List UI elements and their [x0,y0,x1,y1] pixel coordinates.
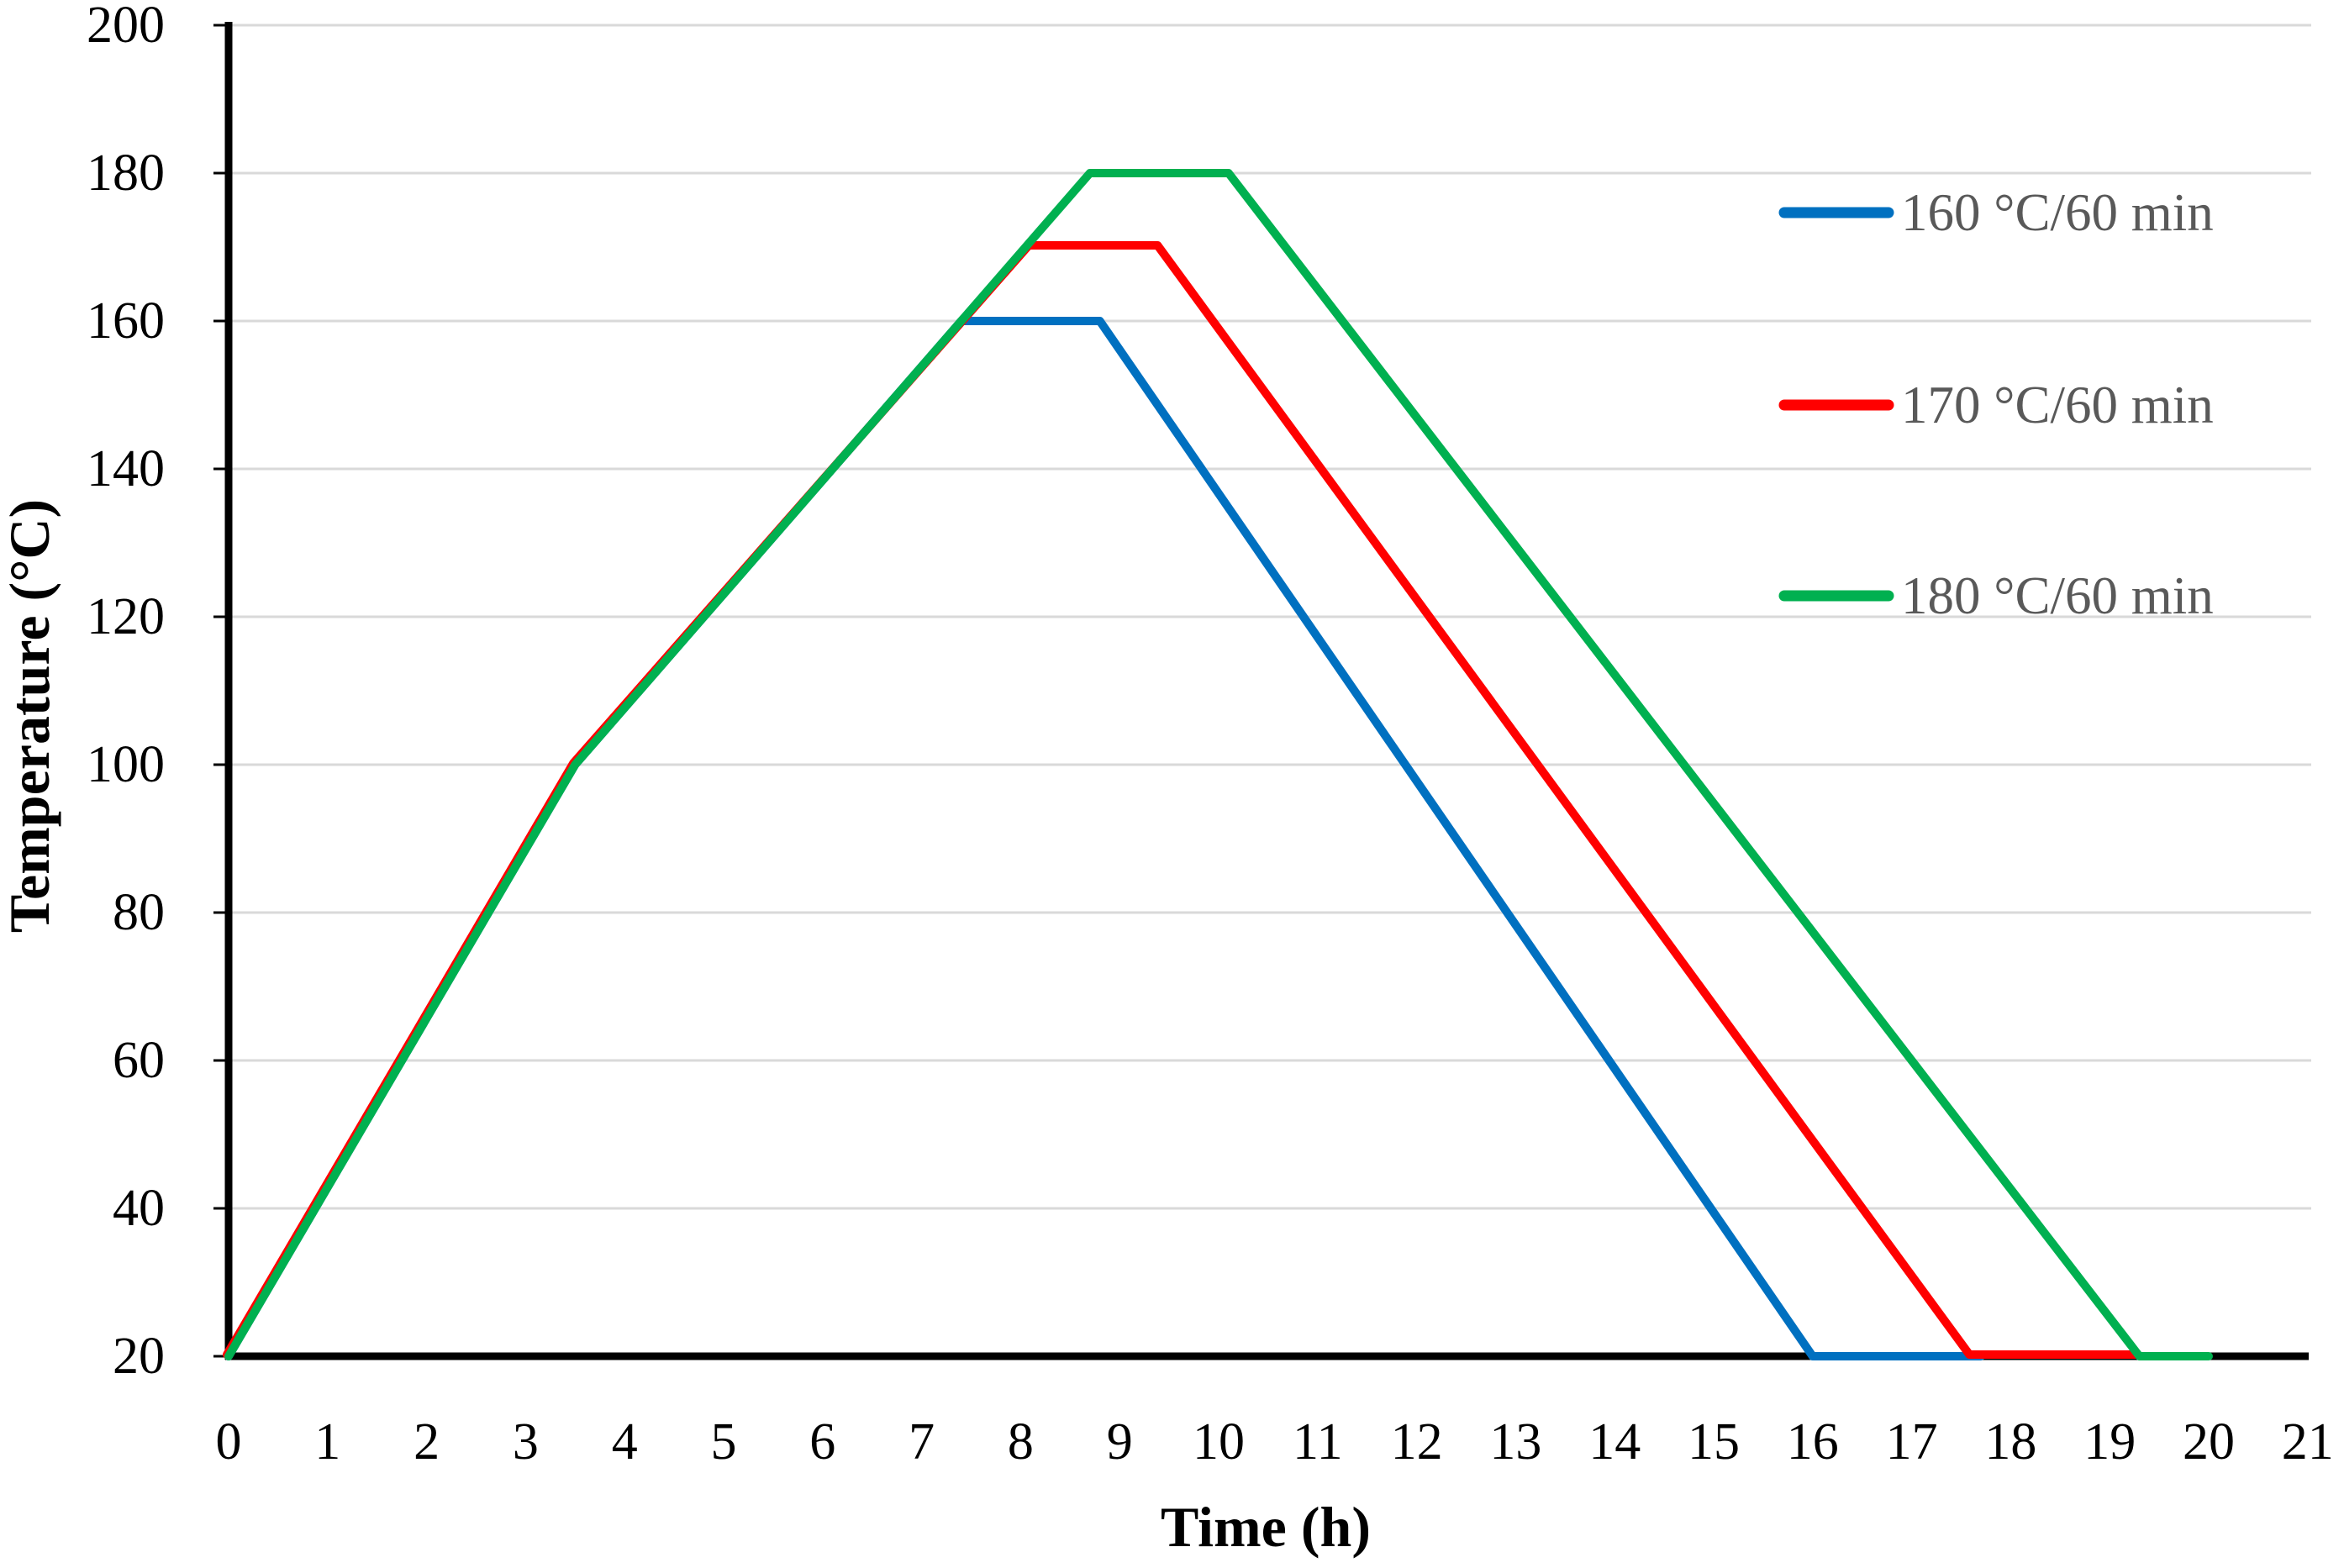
x-tick-label-15: 15 [1688,1413,1740,1471]
y-tick-label-80: 80 [113,884,165,941]
legend-label-1: 170 °C/60 min [1901,376,2214,434]
y-tick-label-140: 140 [87,440,165,497]
y-tick-label-200: 200 [87,0,165,54]
x-axis-tick-labels: 0 1 2 3 4 5 6 7 8 9 10 11 12 13 14 15 16 17 18 19 20 21 [216,1413,2334,1471]
x-tick-label-9: 9 [1107,1413,1133,1471]
y-tick-label-20: 20 [113,1328,165,1385]
legend-label-2: 180 °C/60 min [1901,566,2214,625]
x-tick-label-14: 14 [1588,1413,1641,1471]
y-tick-label-40: 40 [113,1180,165,1237]
x-tick-label-0: 0 [216,1413,242,1471]
series-lines [223,169,2213,1360]
series-line-1 [223,241,2142,1359]
y-tick-label-180: 180 [87,145,165,202]
x-tick-label-5: 5 [711,1413,737,1471]
series-line-0 [224,317,1986,1360]
y-tick-label-120: 120 [87,588,165,645]
x-tick-label-20: 20 [2183,1413,2235,1471]
x-tick-label-16: 16 [1787,1413,1839,1471]
y-tick-label-60: 60 [113,1032,165,1089]
x-tick-label-3: 3 [513,1413,539,1471]
x-tick-label-17: 17 [1886,1413,1938,1471]
x-tick-label-2: 2 [413,1413,440,1471]
legend-label-0: 160 °C/60 min [1901,183,2214,242]
x-tick-label-11: 11 [1293,1413,1343,1471]
legend-item-1: 170 °C/60 min [1778,376,2214,434]
y-axis-title: Temperature (°C) [0,499,61,933]
y-tick-label-100: 100 [87,736,165,793]
y-tick-label-160: 160 [87,292,165,350]
series-line-2 [224,169,2213,1360]
x-tick-label-10: 10 [1193,1413,1245,1471]
x-tick-label-1: 1 [314,1413,340,1471]
x-tick-label-12: 12 [1391,1413,1443,1471]
y-axis-tick-labels: 20 40 60 80 100 120 140 160 180 200 [87,0,165,1385]
legend: 160 °C/60 min 170 °C/60 min 180 °C/60 min [1778,183,2214,625]
x-tick-label-8: 8 [1008,1413,1034,1471]
x-tick-label-21: 21 [2282,1413,2334,1471]
x-tick-label-19: 19 [2083,1413,2136,1471]
legend-item-2: 180 °C/60 min [1778,566,2214,625]
x-axis-title: Time (h) [1161,1495,1371,1559]
x-tick-label-6: 6 [809,1413,835,1471]
x-tick-label-18: 18 [1984,1413,2036,1471]
x-tick-label-4: 4 [612,1413,638,1471]
x-tick-label-13: 13 [1489,1413,1541,1471]
legend-item-0: 160 °C/60 min [1778,183,2214,242]
x-tick-label-7: 7 [909,1413,935,1471]
